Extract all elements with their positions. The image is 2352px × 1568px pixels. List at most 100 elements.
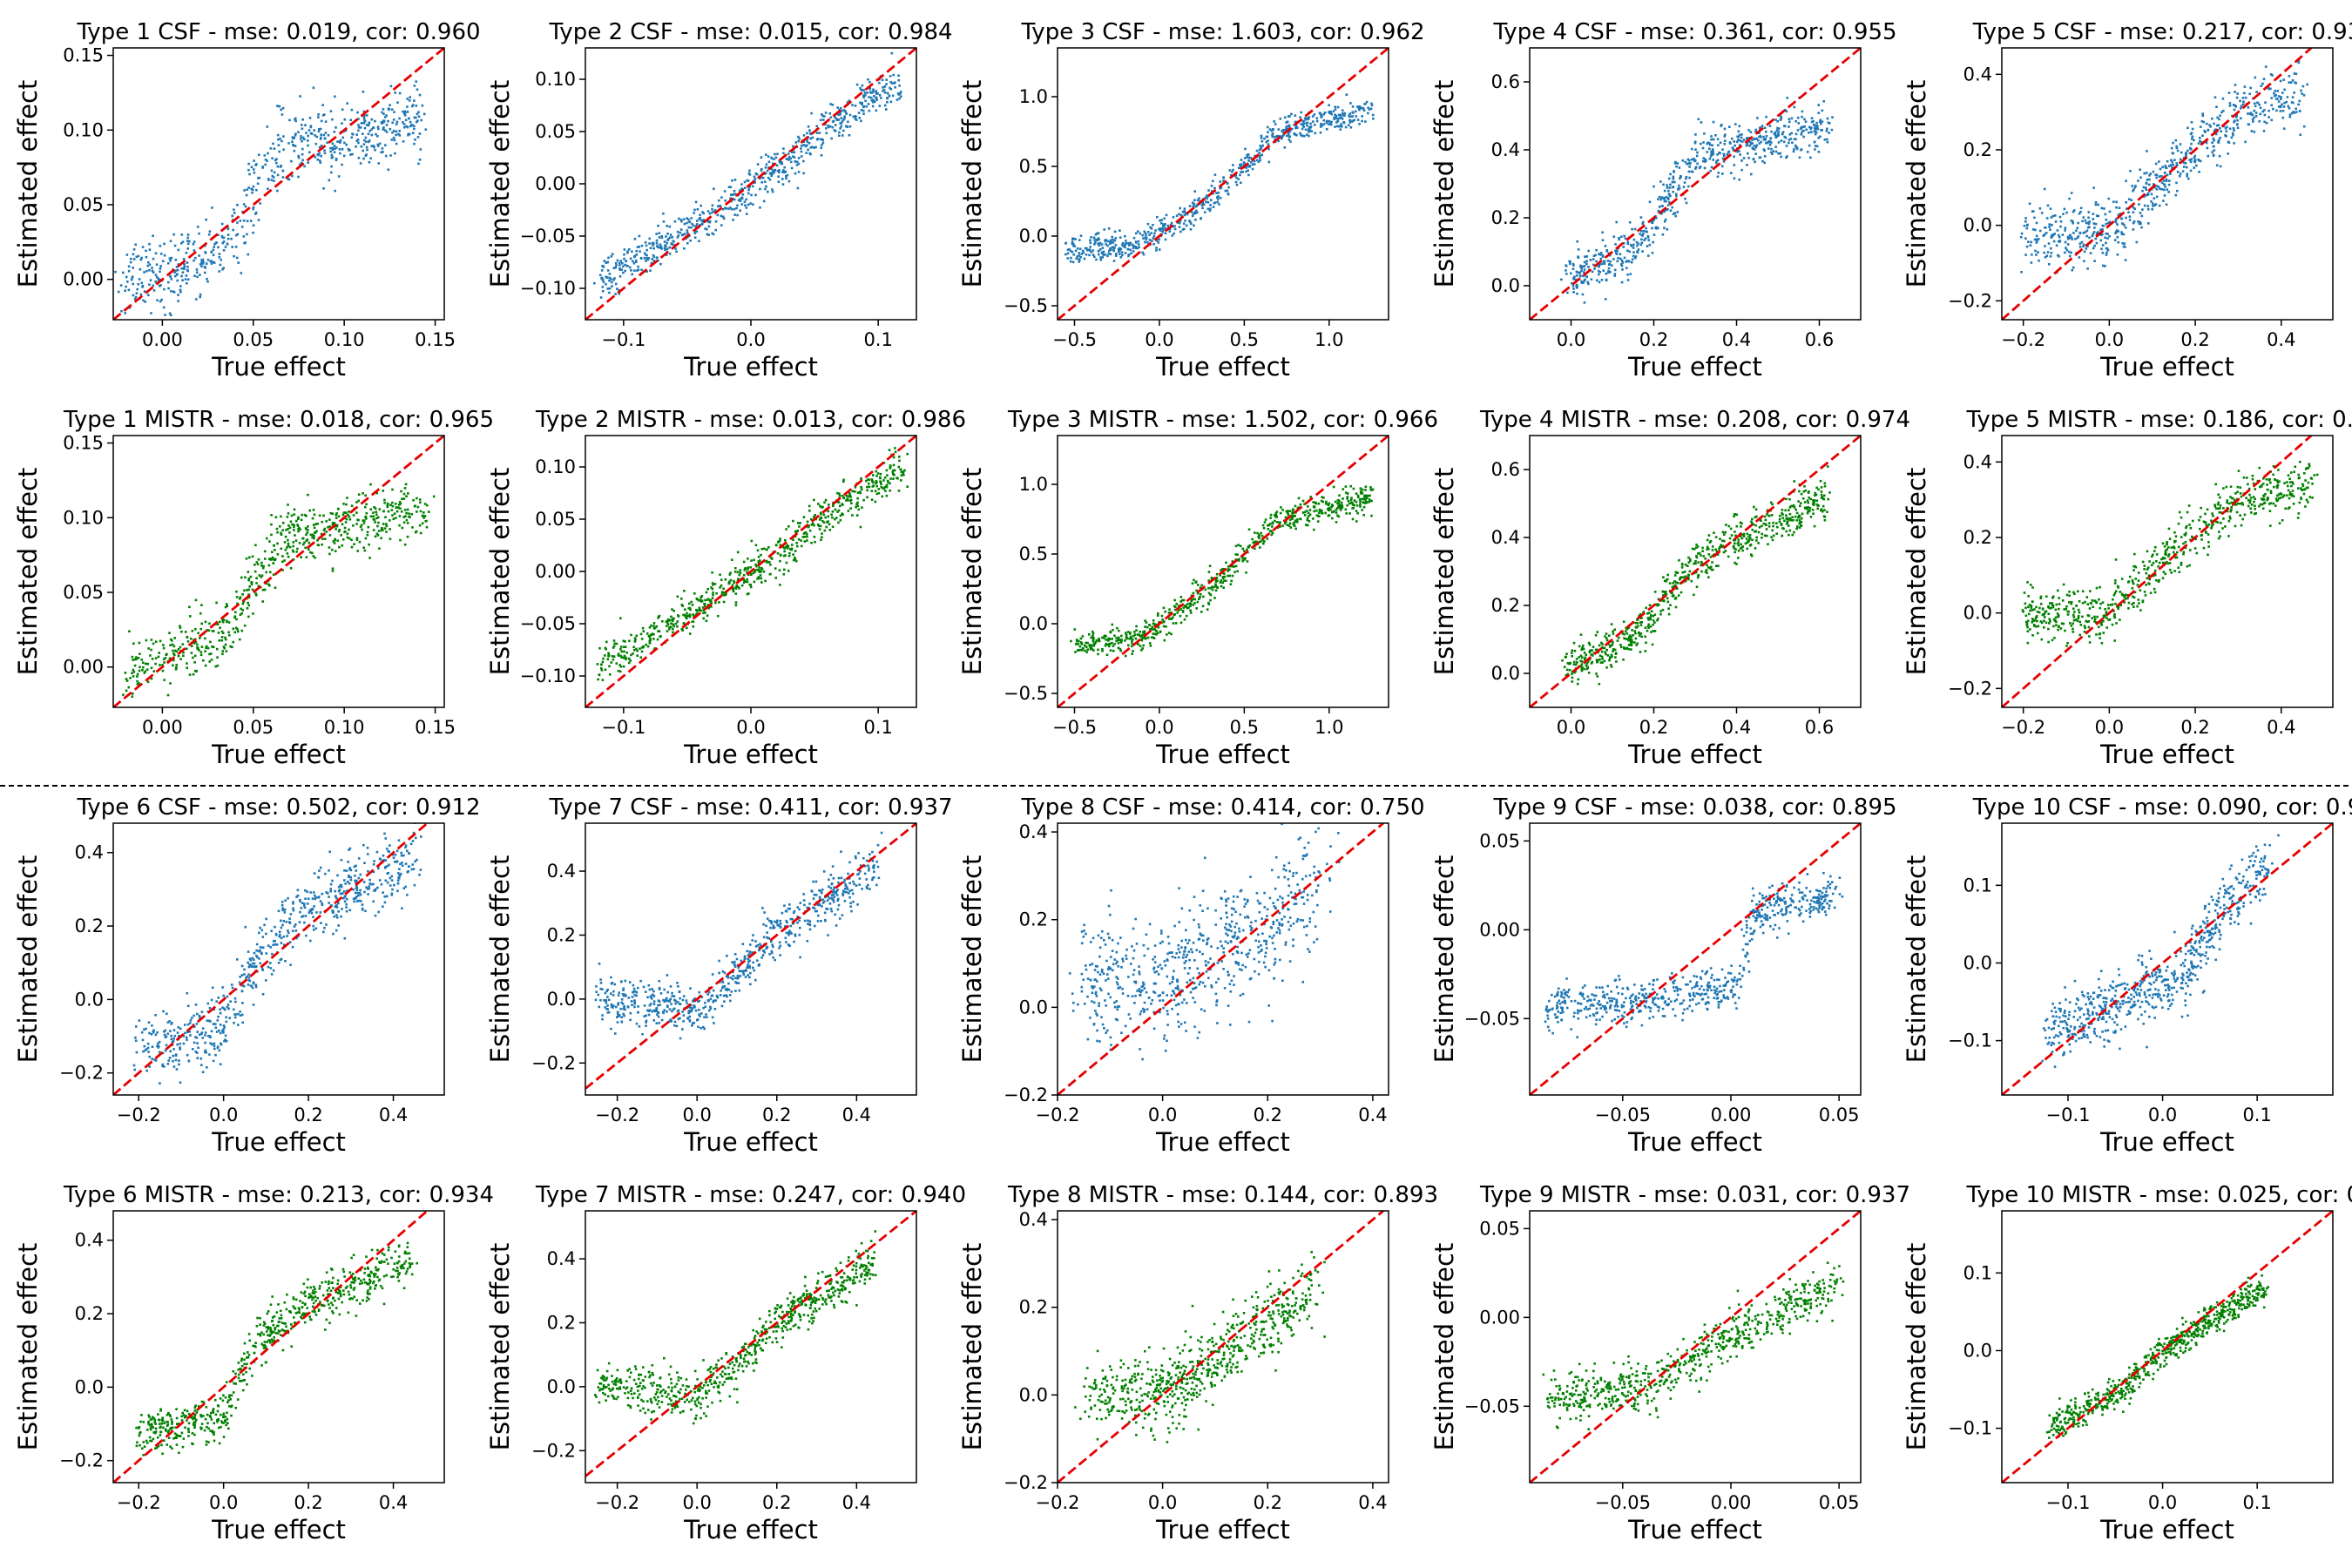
data-point	[823, 529, 827, 532]
data-point	[132, 253, 135, 256]
data-point	[1770, 141, 1773, 144]
data-point	[128, 630, 131, 632]
data-point	[1630, 245, 1633, 247]
data-point	[372, 145, 375, 147]
data-point	[1585, 262, 1588, 266]
data-point	[1660, 196, 1664, 199]
data-point	[398, 500, 402, 504]
data-point	[2146, 205, 2150, 207]
data-point	[747, 566, 750, 569]
y-tick-label: 0.05	[63, 582, 104, 603]
data-point	[185, 647, 188, 651]
data-point	[1575, 274, 1578, 277]
data-point	[129, 260, 132, 264]
data-point	[2095, 232, 2099, 235]
data-point	[231, 246, 233, 248]
data-point	[714, 228, 717, 232]
data-point	[763, 180, 767, 183]
data-point	[2075, 229, 2078, 233]
data-point	[797, 537, 801, 541]
data-point	[730, 193, 733, 196]
data-point	[1693, 142, 1697, 145]
data-point	[234, 611, 237, 614]
data-point	[1607, 270, 1610, 273]
data-point	[820, 538, 822, 541]
data-point	[622, 639, 625, 643]
data-point	[1691, 158, 1693, 161]
data-point	[247, 168, 250, 172]
data-point	[2076, 236, 2079, 240]
data-point	[2152, 205, 2154, 207]
data-point	[883, 485, 887, 489]
data-point	[1116, 626, 1119, 630]
data-point	[2212, 154, 2215, 157]
data-point	[755, 172, 759, 176]
data-point	[878, 81, 881, 84]
data-point	[1803, 118, 1806, 121]
data-point	[279, 138, 281, 140]
data-point	[815, 138, 819, 141]
data-point	[885, 83, 888, 85]
data-point	[1216, 579, 1219, 582]
data-point	[1773, 132, 1776, 135]
data-point	[2044, 256, 2047, 259]
data-point	[2037, 251, 2039, 253]
data-point	[724, 199, 727, 202]
data-point	[837, 521, 840, 524]
data-point	[872, 88, 875, 91]
data-point	[862, 109, 865, 112]
data-point	[328, 552, 331, 556]
data-point	[1808, 132, 1810, 134]
data-point	[339, 139, 342, 142]
data-point	[2182, 157, 2186, 159]
data-point	[1328, 119, 1330, 123]
data-point	[235, 596, 239, 598]
data-point	[760, 175, 763, 179]
data-point	[1259, 145, 1262, 147]
data-point	[705, 619, 708, 622]
data-point	[795, 542, 798, 544]
data-point	[250, 581, 253, 584]
data-point	[875, 90, 878, 92]
data-point	[652, 260, 655, 262]
data-point	[2048, 226, 2051, 228]
data-point	[338, 140, 341, 144]
data-point	[1158, 227, 1160, 231]
data-point	[355, 139, 359, 142]
data-point	[1576, 240, 1578, 243]
data-point	[2152, 202, 2154, 205]
data-point	[294, 145, 297, 147]
data-point	[400, 490, 402, 493]
data-point	[2306, 83, 2308, 86]
data-point	[357, 124, 360, 126]
data-point	[157, 277, 160, 280]
data-point	[275, 161, 278, 165]
data-point	[301, 139, 303, 143]
data-point	[1785, 110, 1788, 113]
data-point	[808, 152, 811, 155]
data-point	[1230, 579, 1233, 583]
data-point	[432, 495, 436, 498]
data-point	[659, 247, 662, 249]
data-point	[293, 513, 296, 516]
data-point	[1332, 110, 1335, 113]
data-point	[163, 287, 166, 291]
data-point	[645, 253, 648, 257]
data-point	[335, 524, 339, 527]
data-point	[1751, 142, 1754, 145]
data-point	[335, 126, 337, 129]
data-point	[1199, 199, 1201, 203]
data-point	[1642, 233, 1645, 235]
data-point	[385, 523, 388, 525]
data-point	[226, 242, 229, 246]
data-point	[1137, 240, 1140, 243]
data-point	[391, 488, 394, 491]
data-point	[1193, 202, 1196, 206]
data-point	[2145, 186, 2147, 189]
data-point	[256, 563, 260, 566]
data-point	[1124, 234, 1126, 238]
data-point	[746, 213, 748, 215]
data-point	[172, 645, 176, 648]
data-point	[1578, 272, 1581, 274]
data-point	[2139, 222, 2142, 225]
